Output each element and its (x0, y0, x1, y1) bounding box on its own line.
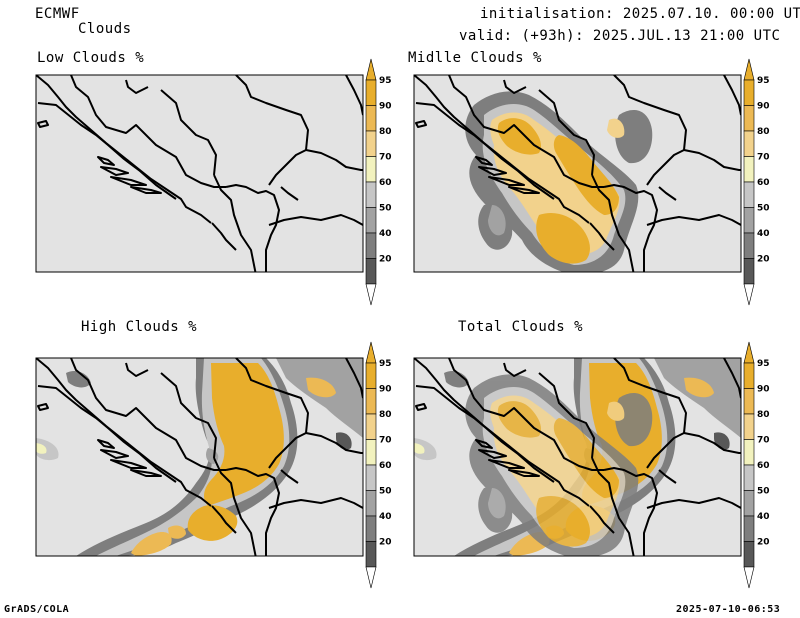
colorbar-swatch (743, 413, 755, 440)
colorbar-tick-label: 40 (379, 229, 392, 239)
panel-middle (413, 74, 742, 273)
colorbar-tick-label: 60 (757, 178, 770, 188)
colorbar-tick-label: 20 (379, 255, 392, 265)
colorbar-swatch (743, 515, 755, 542)
colorbar-swatch (365, 362, 377, 389)
init-time: initialisation: 2025.07.10. 00:00 UTC (480, 6, 800, 22)
colorbar-tick-label: 95 (379, 76, 392, 86)
colorbar-swatch (365, 490, 377, 517)
colorbar-swatch (365, 130, 377, 157)
colorbar-tick-label: 50 (757, 204, 770, 214)
colorbar-swatch (365, 105, 377, 132)
colorbar-tick-label: 70 (757, 153, 770, 163)
colorbar-over-arrow (743, 341, 755, 364)
colorbar-tick-label: 90 (757, 102, 770, 112)
panel-title-total: Total Clouds % (458, 319, 584, 335)
colorbar-tick-label: 20 (379, 538, 392, 548)
colorbar-swatch (743, 105, 755, 132)
colorbar-swatch (743, 232, 755, 259)
colorbar-tick-label: 80 (379, 410, 392, 420)
colorbar-tick-label: 50 (757, 487, 770, 497)
colorbar-tick-label: 20 (757, 538, 770, 548)
colorbar-swatch (743, 541, 755, 568)
colorbar-under-arrow (743, 283, 755, 306)
panel-title-middle: Midlle Clouds % (408, 50, 542, 66)
colorbar-tick-label: 40 (757, 512, 770, 522)
colorbar-swatch (365, 464, 377, 491)
colorbar-swatch (743, 388, 755, 415)
colorbar-swatch (365, 439, 377, 466)
colorbar-total: 95 90 80 70 60 50 40 20 (743, 341, 770, 589)
colorbar-over-arrow (365, 341, 377, 364)
colorbar-low: 95 90 80 70 60 50 40 20 (365, 58, 392, 306)
colorbar-tick-label: 90 (379, 102, 392, 112)
colorbar-over-arrow (743, 58, 755, 81)
colorbar-tick-label: 80 (757, 410, 770, 420)
colorbar-swatch (743, 439, 755, 466)
colorbar-swatch (365, 413, 377, 440)
colorbar-swatch (743, 181, 755, 208)
colorbar-tick-label: 90 (379, 385, 392, 395)
valid-time: valid: (+93h): 2025.JUL.13 21:00 UTC (459, 28, 781, 44)
colorbar-high: 95 90 80 70 60 50 40 20 (365, 341, 392, 589)
colorbar-tick-label: 60 (379, 461, 392, 471)
colorbar-tick-label: 20 (757, 255, 770, 265)
colorbar-swatch (365, 156, 377, 183)
colorbar-swatch (743, 156, 755, 183)
colorbar-tick-label: 70 (379, 436, 392, 446)
colorbar-swatch (365, 207, 377, 234)
colorbar-swatch (743, 130, 755, 157)
colorbar-tick-label: 95 (757, 76, 770, 86)
colorbar-swatch (743, 79, 755, 106)
colorbar-tick-label: 95 (379, 359, 392, 369)
colorbar-swatch (743, 490, 755, 517)
panel-low (35, 74, 364, 273)
colorbar-tick-label: 90 (757, 385, 770, 395)
colorbar-over-arrow (365, 58, 377, 81)
colorbar-swatch (365, 79, 377, 106)
colorbar-swatch (365, 181, 377, 208)
panel-title-high: High Clouds % (81, 319, 198, 335)
colorbar-tick-label: 95 (757, 359, 770, 369)
colorbar-tick-label: 40 (757, 229, 770, 239)
colorbar-tick-label: 50 (379, 487, 392, 497)
colorbar-under-arrow (743, 566, 755, 589)
colorbar-swatch (743, 464, 755, 491)
colorbar-swatch (743, 362, 755, 389)
colorbar-under-arrow (365, 283, 377, 306)
footer-right: 2025-07-10-06:53 (676, 604, 781, 615)
colorbar-tick-label: 70 (757, 436, 770, 446)
colorbar-tick-label: 60 (757, 461, 770, 471)
colorbar-swatch (365, 258, 377, 285)
colorbar-swatch (365, 232, 377, 259)
colorbar-tick-label: 40 (379, 512, 392, 522)
colorbar-swatch (365, 515, 377, 542)
colorbar-tick-label: 50 (379, 204, 392, 214)
colorbar-tick-label: 60 (379, 178, 392, 188)
field-label: Clouds (78, 21, 132, 37)
footer-left: GrADS/COLA (4, 604, 70, 615)
colorbar-middle: 95 90 80 70 60 50 40 20 (743, 58, 770, 306)
model-label: ECMWF (35, 6, 80, 22)
panel-high (35, 357, 364, 557)
colorbar-tick-label: 70 (379, 153, 392, 163)
colorbar-tick-label: 80 (379, 127, 392, 137)
colorbar-swatch (743, 207, 755, 234)
colorbar-tick-label: 80 (757, 127, 770, 137)
colorbar-swatch (365, 541, 377, 568)
panel-title-low: Low Clouds % (37, 50, 145, 66)
colorbar-swatch (743, 258, 755, 285)
colorbar-under-arrow (365, 566, 377, 589)
panel-total (413, 357, 742, 557)
colorbar-swatch (365, 388, 377, 415)
